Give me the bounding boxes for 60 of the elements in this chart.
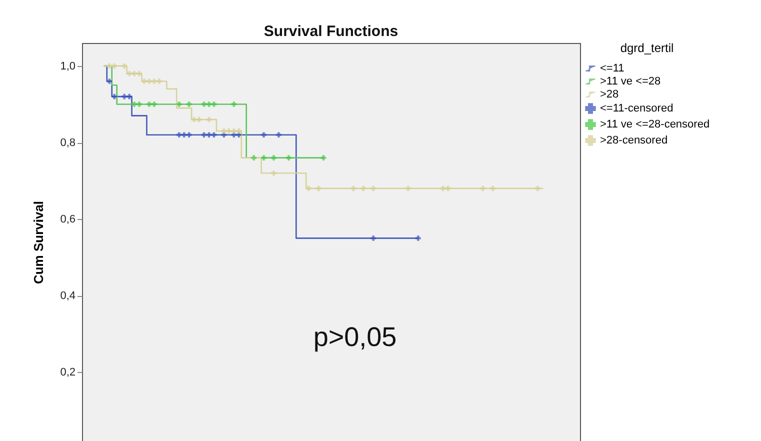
point [416, 236, 421, 241]
y-tick-label: 0,4 [60, 290, 76, 302]
point [176, 132, 182, 138]
point [261, 132, 266, 138]
point [271, 155, 276, 160]
point [106, 78, 112, 84]
point [206, 102, 212, 107]
y-tick-label: 0,8 [60, 137, 76, 149]
point [152, 78, 157, 84]
y-tick-label: 0,2 [60, 366, 76, 379]
legend-label: >28-censored [600, 134, 668, 146]
point [261, 155, 266, 160]
point [286, 155, 292, 160]
legend-label: <=11-censored [600, 102, 674, 114]
point [201, 102, 207, 107]
point [211, 102, 217, 107]
point [480, 186, 486, 192]
point [276, 132, 282, 138]
point [320, 155, 326, 160]
point [211, 132, 217, 138]
point [126, 94, 132, 100]
point [132, 102, 137, 107]
point [142, 78, 147, 84]
point [236, 128, 242, 134]
point [186, 102, 192, 107]
point [156, 78, 162, 84]
point [136, 102, 142, 107]
legend-label: >28 [600, 88, 619, 100]
point [152, 102, 157, 107]
point [112, 94, 118, 100]
annotation: p>0,05 [313, 322, 397, 352]
point [186, 132, 192, 138]
point [490, 186, 496, 192]
legend-label: >11 ve <=28 [600, 76, 661, 88]
point [126, 70, 132, 76]
y-tick-label: 0,6 [60, 214, 76, 226]
point [231, 102, 237, 107]
point [251, 155, 256, 160]
point [535, 186, 540, 192]
point [122, 63, 127, 69]
point [136, 70, 142, 76]
point [146, 102, 152, 107]
legend-label: >11 ve <=28-censored [600, 118, 710, 130]
chart-title: Survival Functions [264, 23, 398, 40]
point [201, 132, 207, 138]
point [176, 102, 182, 107]
y-tick-label: 1,0 [60, 60, 76, 72]
point [181, 132, 187, 138]
point [271, 170, 276, 176]
point [370, 236, 376, 241]
point [370, 186, 376, 192]
point [360, 186, 366, 192]
point [146, 78, 152, 84]
legend-label: <=11 [600, 62, 624, 74]
point [206, 132, 212, 138]
point [132, 70, 137, 76]
point [112, 63, 118, 69]
y-axis-title: Cum Survival [31, 200, 46, 284]
legend-title: dgrd_tertil [620, 41, 674, 55]
point [406, 186, 411, 192]
